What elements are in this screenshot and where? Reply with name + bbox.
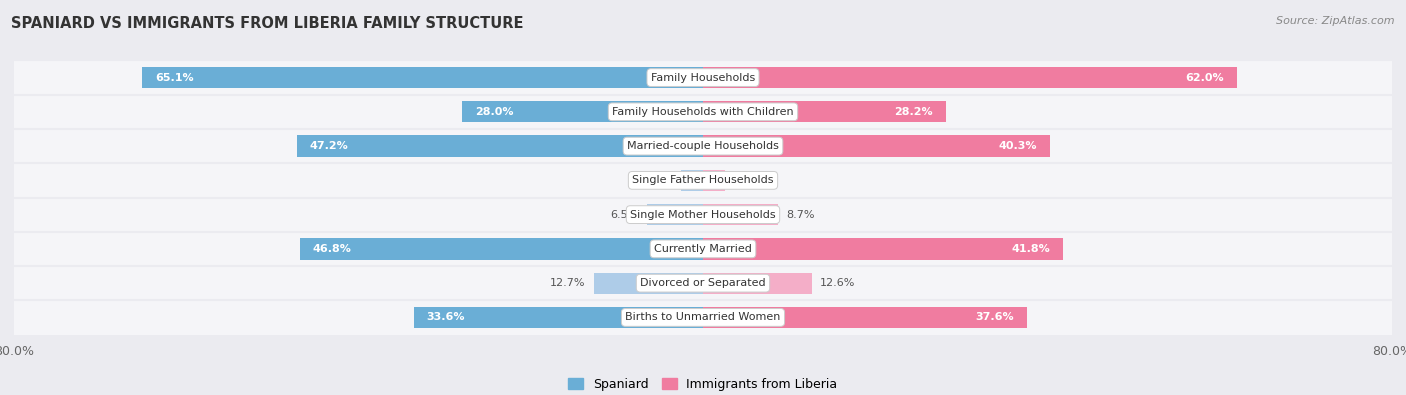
Bar <box>682 170 703 191</box>
Text: 2.5%: 2.5% <box>644 175 673 185</box>
Bar <box>703 238 1063 260</box>
Bar <box>14 129 1392 163</box>
Text: Family Households with Children: Family Households with Children <box>612 107 794 117</box>
Text: 6.5%: 6.5% <box>610 210 638 220</box>
Text: Single Father Households: Single Father Households <box>633 175 773 185</box>
Text: Married-couple Households: Married-couple Households <box>627 141 779 151</box>
Text: 12.7%: 12.7% <box>550 278 585 288</box>
Legend: Spaniard, Immigrants from Liberia: Spaniard, Immigrants from Liberia <box>564 373 842 395</box>
Text: Births to Unmarried Women: Births to Unmarried Women <box>626 312 780 322</box>
Bar <box>413 307 703 328</box>
Bar <box>703 67 1237 88</box>
Bar <box>703 170 724 191</box>
Bar <box>14 266 1392 300</box>
Bar <box>14 198 1392 232</box>
Text: 65.1%: 65.1% <box>155 73 194 83</box>
Bar <box>703 273 811 294</box>
Bar <box>703 101 946 122</box>
Text: Source: ZipAtlas.com: Source: ZipAtlas.com <box>1277 16 1395 26</box>
Text: Single Mother Households: Single Mother Households <box>630 210 776 220</box>
Text: 46.8%: 46.8% <box>314 244 352 254</box>
Text: 28.0%: 28.0% <box>475 107 513 117</box>
Bar <box>14 163 1392 198</box>
Text: 12.6%: 12.6% <box>820 278 855 288</box>
Text: Family Households: Family Households <box>651 73 755 83</box>
Bar <box>14 60 1392 95</box>
Text: 62.0%: 62.0% <box>1185 73 1225 83</box>
Bar <box>14 95 1392 129</box>
Bar <box>461 101 703 122</box>
Bar <box>703 135 1050 157</box>
Bar <box>14 232 1392 266</box>
Text: 37.6%: 37.6% <box>976 312 1014 322</box>
Bar <box>142 67 703 88</box>
Text: 33.6%: 33.6% <box>426 312 465 322</box>
Bar <box>299 238 703 260</box>
Bar <box>593 273 703 294</box>
Bar <box>703 307 1026 328</box>
Text: 28.2%: 28.2% <box>894 107 934 117</box>
Text: SPANIARD VS IMMIGRANTS FROM LIBERIA FAMILY STRUCTURE: SPANIARD VS IMMIGRANTS FROM LIBERIA FAMI… <box>11 16 524 31</box>
Bar <box>297 135 703 157</box>
Bar <box>14 300 1392 335</box>
Text: 2.5%: 2.5% <box>733 175 762 185</box>
Text: Currently Married: Currently Married <box>654 244 752 254</box>
Text: 47.2%: 47.2% <box>309 141 349 151</box>
Text: Divorced or Separated: Divorced or Separated <box>640 278 766 288</box>
Text: 8.7%: 8.7% <box>786 210 815 220</box>
Bar <box>703 204 778 225</box>
Bar <box>647 204 703 225</box>
Text: 40.3%: 40.3% <box>998 141 1038 151</box>
Text: 41.8%: 41.8% <box>1011 244 1050 254</box>
